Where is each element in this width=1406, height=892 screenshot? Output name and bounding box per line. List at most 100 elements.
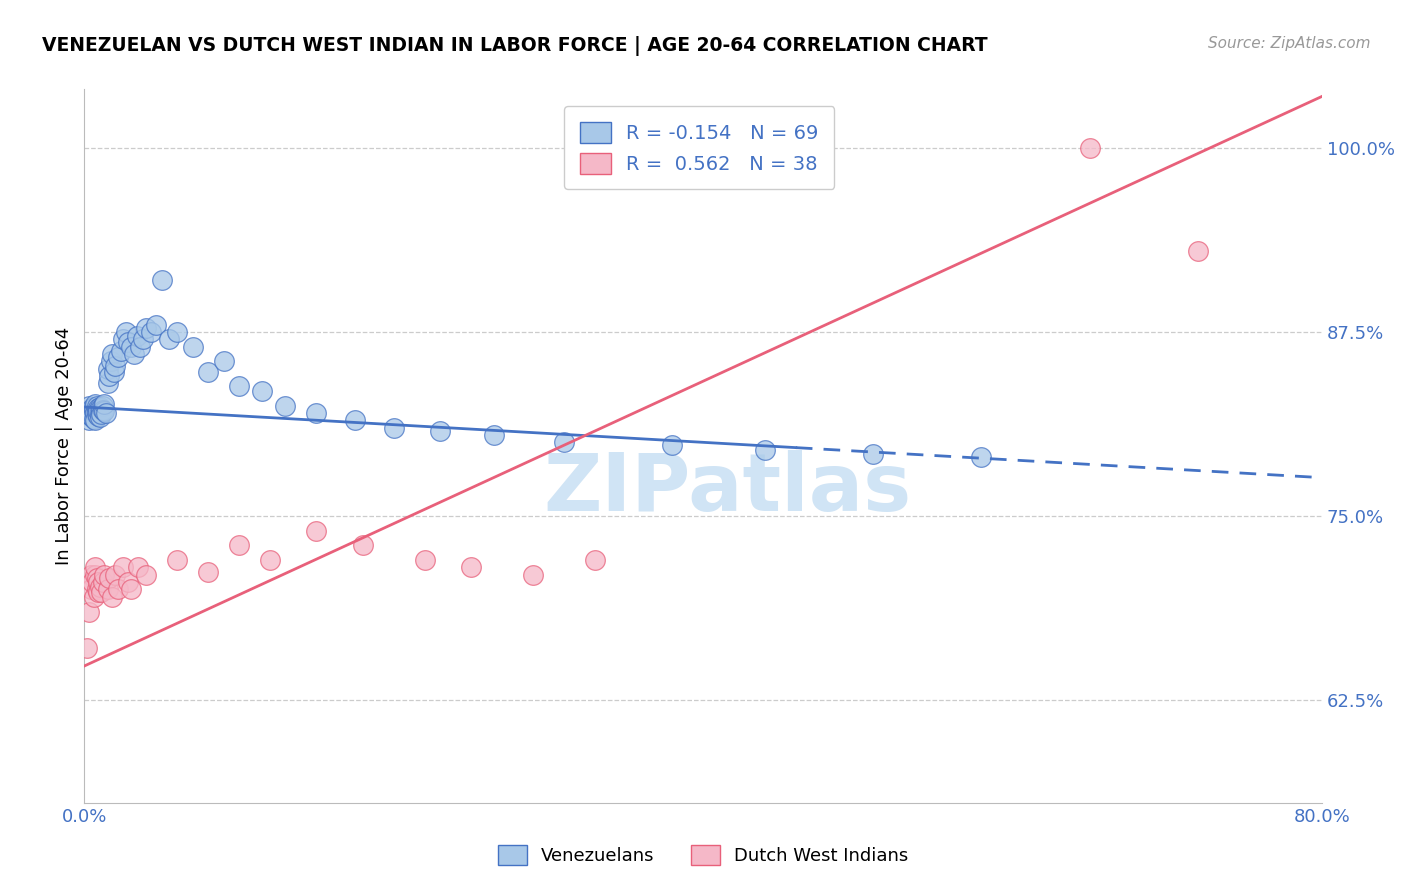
Point xyxy=(117,335,139,350)
Legend: R = -0.154   N = 69, R =  0.562   N = 38: R = -0.154 N = 69, R = 0.562 N = 38 xyxy=(564,106,834,189)
Point xyxy=(228,538,250,552)
Point xyxy=(970,450,993,464)
Point xyxy=(107,582,129,597)
Point xyxy=(305,524,328,538)
Point xyxy=(1078,141,1101,155)
Point xyxy=(79,409,101,423)
Point xyxy=(117,575,139,590)
Point xyxy=(197,565,219,579)
Point xyxy=(76,406,98,420)
Point xyxy=(352,538,374,552)
Point xyxy=(90,585,112,599)
Point xyxy=(112,560,135,574)
Point xyxy=(82,408,104,422)
Point xyxy=(83,404,105,418)
Point xyxy=(79,567,101,582)
Point xyxy=(103,365,125,379)
Point xyxy=(89,400,111,414)
Point xyxy=(86,403,108,417)
Point xyxy=(83,590,105,604)
Point xyxy=(181,340,204,354)
Point xyxy=(344,413,367,427)
Point xyxy=(100,354,122,368)
Point xyxy=(166,553,188,567)
Point xyxy=(91,575,114,590)
Point xyxy=(79,582,101,597)
Point xyxy=(84,397,107,411)
Point xyxy=(84,567,107,582)
Point xyxy=(139,325,162,339)
Point xyxy=(104,359,127,373)
Point xyxy=(107,350,129,364)
Point xyxy=(84,406,107,420)
Point xyxy=(252,384,274,398)
Point xyxy=(150,273,173,287)
Legend: Venezuelans, Dutch West Indians: Venezuelans, Dutch West Indians xyxy=(489,836,917,874)
Point xyxy=(86,571,108,585)
Point xyxy=(135,320,157,334)
Point xyxy=(82,575,104,590)
Point xyxy=(87,585,110,599)
Point xyxy=(460,560,482,574)
Point xyxy=(197,365,219,379)
Point xyxy=(91,399,114,413)
Point xyxy=(77,399,100,413)
Point xyxy=(82,401,104,416)
Point xyxy=(89,406,111,420)
Point xyxy=(115,325,138,339)
Point xyxy=(259,553,281,567)
Point xyxy=(98,369,121,384)
Point xyxy=(122,347,145,361)
Point xyxy=(93,567,115,582)
Point xyxy=(413,553,436,567)
Point xyxy=(128,560,150,574)
Point xyxy=(89,410,111,425)
Text: ZIPatlas: ZIPatlas xyxy=(544,450,912,528)
Point xyxy=(82,410,104,425)
Point xyxy=(274,399,297,413)
Point xyxy=(382,420,405,434)
Point xyxy=(212,354,235,368)
Point xyxy=(661,438,683,452)
Point xyxy=(93,404,115,418)
Point xyxy=(120,582,142,597)
Point xyxy=(90,401,112,416)
Point xyxy=(84,413,107,427)
Point xyxy=(145,318,167,332)
Point xyxy=(754,442,776,457)
Point xyxy=(84,560,107,574)
Point xyxy=(77,413,100,427)
Text: VENEZUELAN VS DUTCH WEST INDIAN IN LABOR FORCE | AGE 20-64 CORRELATION CHART: VENEZUELAN VS DUTCH WEST INDIAN IN LABOR… xyxy=(42,36,988,55)
Point xyxy=(112,332,135,346)
Point xyxy=(94,406,117,420)
Point xyxy=(159,332,181,346)
Point xyxy=(86,408,108,422)
Point xyxy=(132,332,155,346)
Point xyxy=(101,347,124,361)
Point xyxy=(862,447,884,461)
Point xyxy=(97,376,120,391)
Point xyxy=(101,590,124,604)
Point xyxy=(91,403,114,417)
Text: Source: ZipAtlas.com: Source: ZipAtlas.com xyxy=(1208,36,1371,51)
Point xyxy=(97,361,120,376)
Point xyxy=(228,379,250,393)
Point xyxy=(166,325,188,339)
Point xyxy=(87,404,110,418)
Point xyxy=(1187,244,1209,258)
Point xyxy=(98,571,121,585)
Point xyxy=(135,567,157,582)
Point xyxy=(83,411,105,425)
Point xyxy=(87,409,110,423)
Y-axis label: In Labor Force | Age 20-64: In Labor Force | Age 20-64 xyxy=(55,326,73,566)
Point xyxy=(110,344,132,359)
Point xyxy=(79,403,101,417)
Point xyxy=(104,567,127,582)
Point xyxy=(93,397,115,411)
Point xyxy=(87,401,110,416)
Point xyxy=(76,641,98,656)
Point xyxy=(583,553,606,567)
Point xyxy=(89,580,111,594)
Point xyxy=(86,399,108,413)
Point xyxy=(86,582,108,597)
